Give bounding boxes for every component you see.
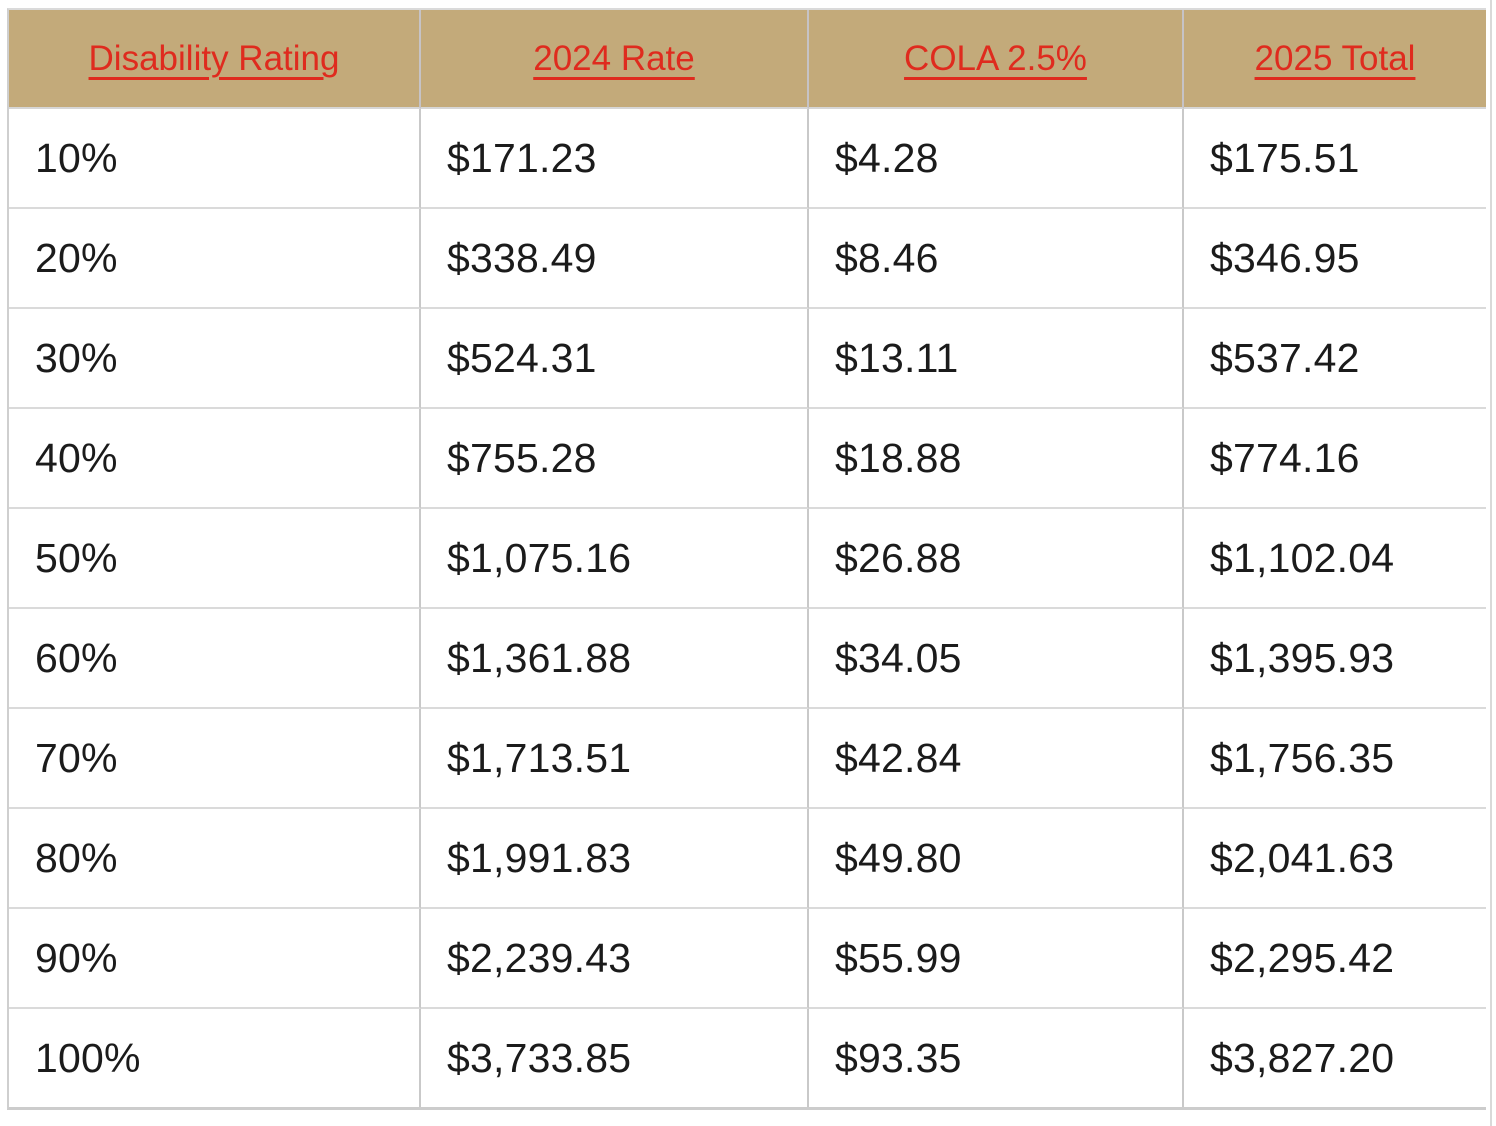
total-2025-cell: $175.51 [1184,109,1486,209]
total-2025-cell: $1,395.93 [1184,609,1486,709]
total-2025-cell: $537.42 [1184,309,1486,409]
cola-cell: $42.84 [809,709,1184,809]
rating-cell: 100% [9,1009,421,1107]
rate-2024-cell: $1,075.16 [421,509,809,609]
total-2025-cell: $2,295.42 [1184,909,1486,1009]
rating-cell: 80% [9,809,421,909]
rate-2024-cell: $1,361.88 [421,609,809,709]
rating-cell: 30% [9,309,421,409]
rate-2024-cell: $1,713.51 [421,709,809,809]
table-row: 10% $171.23 $4.28 $175.51 [9,109,1486,209]
rating-cell: 90% [9,909,421,1009]
cola-cell: $13.11 [809,309,1184,409]
cola-cell: $55.99 [809,909,1184,1009]
total-2025-header-link[interactable]: 2025 Total [1254,38,1416,78]
total-2025-cell: $1,102.04 [1184,509,1486,609]
cola-cell: $93.35 [809,1009,1184,1107]
table-row: 70% $1,713.51 $42.84 $1,756.35 [9,709,1486,809]
table-row: 90% $2,239.43 $55.99 $2,295.42 [9,909,1486,1009]
cola-cell: $8.46 [809,209,1184,309]
cola-header-link[interactable]: COLA 2.5% [904,38,1087,78]
total-2025-cell: $3,827.20 [1184,1009,1486,1107]
rating-cell: 70% [9,709,421,809]
total-2025-cell: $2,041.63 [1184,809,1486,909]
header-cell-2024-rate: 2024 Rate [421,10,809,109]
cola-cell: $26.88 [809,509,1184,609]
header-cell-cola: COLA 2.5% [809,10,1184,109]
rating-cell: 20% [9,209,421,309]
cola-cell: $18.88 [809,409,1184,509]
table-row: 30% $524.31 $13.11 $537.42 [9,309,1486,409]
cola-cell: $49.80 [809,809,1184,909]
cola-cell: $34.05 [809,609,1184,709]
total-2025-cell: $774.16 [1184,409,1486,509]
rate-2024-header-link[interactable]: 2024 Rate [533,38,695,78]
rate-2024-cell: $1,991.83 [421,809,809,909]
table-row: 60% $1,361.88 $34.05 $1,395.93 [9,609,1486,709]
table-row: 40% $755.28 $18.88 $774.16 [9,409,1486,509]
page-edge-divider [1490,0,1492,1126]
header-cell-2025-total: 2025 Total [1184,10,1486,109]
rate-2024-cell: $171.23 [421,109,809,209]
table-header-row: Disability Rating 2024 Rate COLA 2.5% 20… [9,10,1486,109]
rate-2024-cell: $2,239.43 [421,909,809,1009]
header-cell-disability-rating: Disability Rating [9,10,421,109]
rate-2024-cell: $755.28 [421,409,809,509]
table-row: 100% $3,733.85 $93.35 $3,827.20 [9,1009,1486,1107]
rating-cell: 50% [9,509,421,609]
table-row: 50% $1,075.16 $26.88 $1,102.04 [9,509,1486,609]
total-2025-cell: $1,756.35 [1184,709,1486,809]
disability-rates-table: Disability Rating 2024 Rate COLA 2.5% 20… [7,8,1486,1110]
table-body: 10% $171.23 $4.28 $175.51 20% $338.49 $8.46 $34… [9,109,1486,1107]
cola-cell: $4.28 [809,109,1184,209]
disability-rating-header-link[interactable]: Disability Rating [88,38,340,78]
rating-cell: 60% [9,609,421,709]
rating-cell: 10% [9,109,421,209]
total-2025-cell: $346.95 [1184,209,1486,309]
rate-2024-cell: $524.31 [421,309,809,409]
rating-cell: 40% [9,409,421,509]
table-row: 20% $338.49 $8.46 $346.95 [9,209,1486,309]
rate-2024-cell: $338.49 [421,209,809,309]
rate-2024-cell: $3,733.85 [421,1009,809,1107]
table-row: 80% $1,991.83 $49.80 $2,041.63 [9,809,1486,909]
